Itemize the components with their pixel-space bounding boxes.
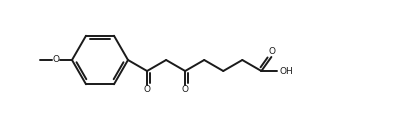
Text: O: O — [144, 85, 150, 95]
Text: O: O — [182, 85, 188, 95]
Text: O: O — [53, 55, 59, 65]
Text: OH: OH — [279, 66, 293, 75]
Text: O: O — [269, 48, 276, 57]
